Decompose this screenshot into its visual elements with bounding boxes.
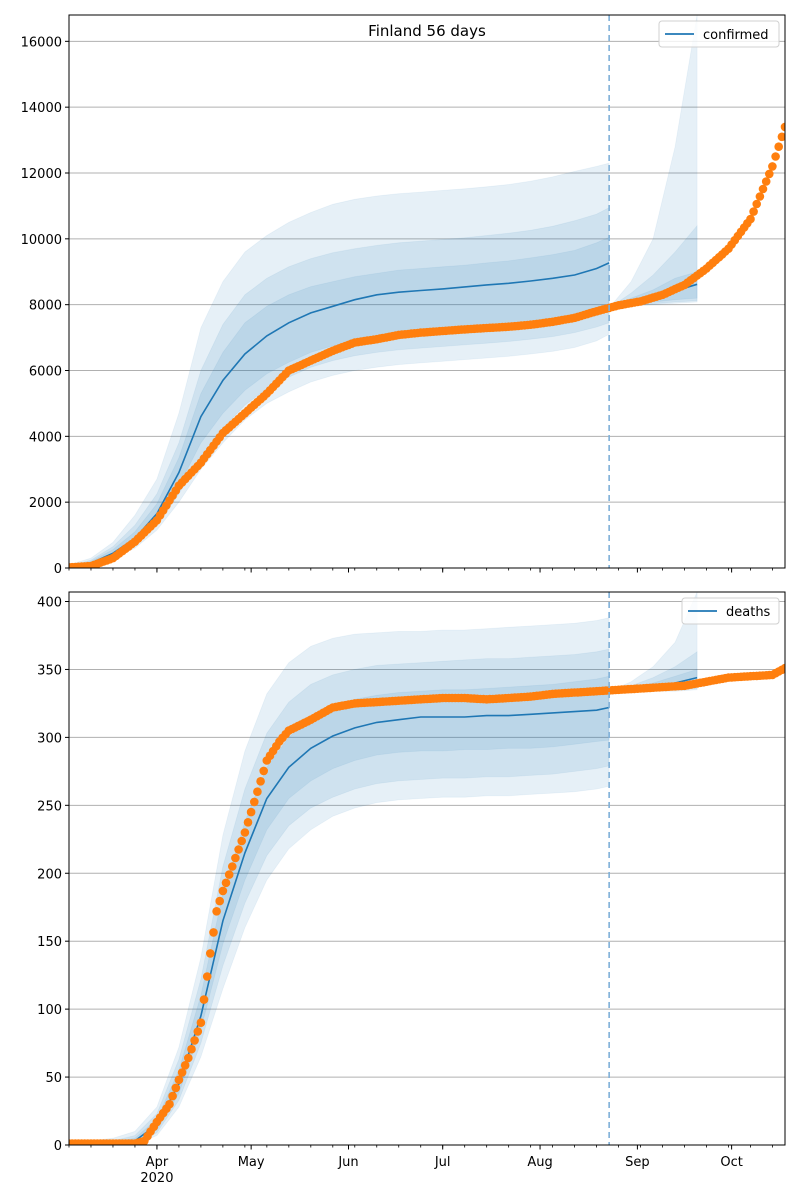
observed-point — [202, 972, 212, 981]
observed-point — [777, 132, 785, 142]
observed-point — [243, 818, 253, 827]
y-tick-label: 2000 — [29, 496, 62, 511]
observed-point — [246, 807, 256, 817]
legend-label: deaths — [726, 605, 771, 620]
y-tick-label: 16000 — [21, 35, 62, 50]
observed-point — [221, 878, 231, 888]
observed-point — [218, 886, 228, 896]
axes-frame — [68, 14, 786, 569]
observed-point — [256, 777, 265, 786]
y-tick-label: 250 — [37, 799, 62, 814]
observed-point — [168, 1091, 177, 1101]
observed-point — [250, 797, 259, 807]
observed-point — [755, 192, 765, 201]
observed-point — [259, 766, 269, 776]
y-tick-label: 14000 — [21, 101, 62, 116]
legend-label: confirmed — [703, 28, 769, 43]
y-tick-label: 50 — [45, 1071, 62, 1086]
x-tick-label: Oct — [720, 1155, 742, 1170]
observed-point — [237, 836, 246, 846]
x-tick-sublabel: 2020 — [140, 1171, 173, 1186]
y-tick-label: 12000 — [21, 167, 62, 182]
observed-point — [184, 1053, 193, 1063]
observed-point — [224, 870, 234, 879]
legend: deaths — [681, 597, 780, 625]
observed-point — [215, 896, 224, 906]
y-tick-label: 150 — [37, 935, 62, 950]
y-tick-label: 200 — [37, 867, 62, 882]
panel-confirmed: 0 2000 4000 6000 8000 10000 12000 14000 16000 Fin… — [21, 14, 786, 577]
legend: confirmed — [658, 20, 780, 48]
observed-point — [206, 949, 215, 958]
observed-point — [752, 199, 761, 209]
observed-point — [761, 177, 771, 186]
y-tick-label: 400 — [37, 596, 62, 611]
observed-point — [199, 995, 209, 1004]
band-outer — [69, 162, 610, 568]
observed-point — [228, 862, 237, 871]
x-tick-label: Sep — [625, 1155, 650, 1170]
y-tick-label: 6000 — [29, 365, 62, 380]
observed-point — [771, 152, 780, 161]
y-tick-label: 350 — [37, 663, 62, 678]
observed-point — [749, 207, 758, 216]
observed-point — [765, 169, 774, 179]
x-tick-label: Aug — [527, 1155, 552, 1170]
band-inner — [69, 675, 610, 1145]
y-tick-label: 4000 — [29, 430, 62, 445]
plot-area — [69, 15, 785, 568]
y-tick-label: 10000 — [21, 233, 62, 248]
y-tick-label: 0 — [54, 562, 62, 577]
axes-frame — [68, 591, 786, 1146]
observed-point — [234, 845, 243, 854]
observed-point — [212, 907, 221, 916]
band-inner — [69, 236, 610, 568]
legend-box — [681, 597, 780, 625]
observed-point — [190, 1036, 199, 1045]
model-median-line — [69, 262, 610, 568]
y-tick-label: 0 — [54, 1139, 62, 1154]
observed-point — [746, 214, 755, 224]
observed-point — [171, 1083, 181, 1093]
plot-area — [69, 592, 785, 1145]
observed-point — [193, 1027, 203, 1036]
y-tick-label: 8000 — [29, 299, 62, 314]
chart-title: Finland 56 days — [368, 22, 486, 40]
observed-point — [780, 663, 785, 673]
observed-point — [209, 928, 218, 937]
observed-points — [69, 122, 785, 568]
observed-point — [758, 184, 768, 194]
band-mid — [69, 206, 610, 568]
legend-box — [658, 20, 780, 48]
observed-point — [196, 1018, 206, 1027]
x-tick-label: Jul — [434, 1155, 451, 1170]
observed-point — [768, 162, 777, 171]
observed-point — [780, 122, 785, 132]
observed-points — [69, 663, 785, 1145]
y-tick-label: 100 — [37, 1003, 62, 1018]
x-tick-label: Apr — [146, 1155, 169, 1170]
x-tick-label: Jun — [337, 1155, 358, 1170]
observed-point — [177, 1068, 187, 1077]
observed-point — [240, 828, 250, 837]
observed-point — [165, 1099, 174, 1109]
observed-point — [187, 1044, 196, 1054]
observed-point — [180, 1061, 190, 1070]
observed-point — [174, 1075, 184, 1085]
observed-point — [253, 787, 262, 796]
observed-point — [231, 853, 240, 863]
x-tick-label: May — [238, 1155, 265, 1170]
y-tick-label: 300 — [37, 731, 62, 746]
observed-point — [774, 142, 783, 151]
